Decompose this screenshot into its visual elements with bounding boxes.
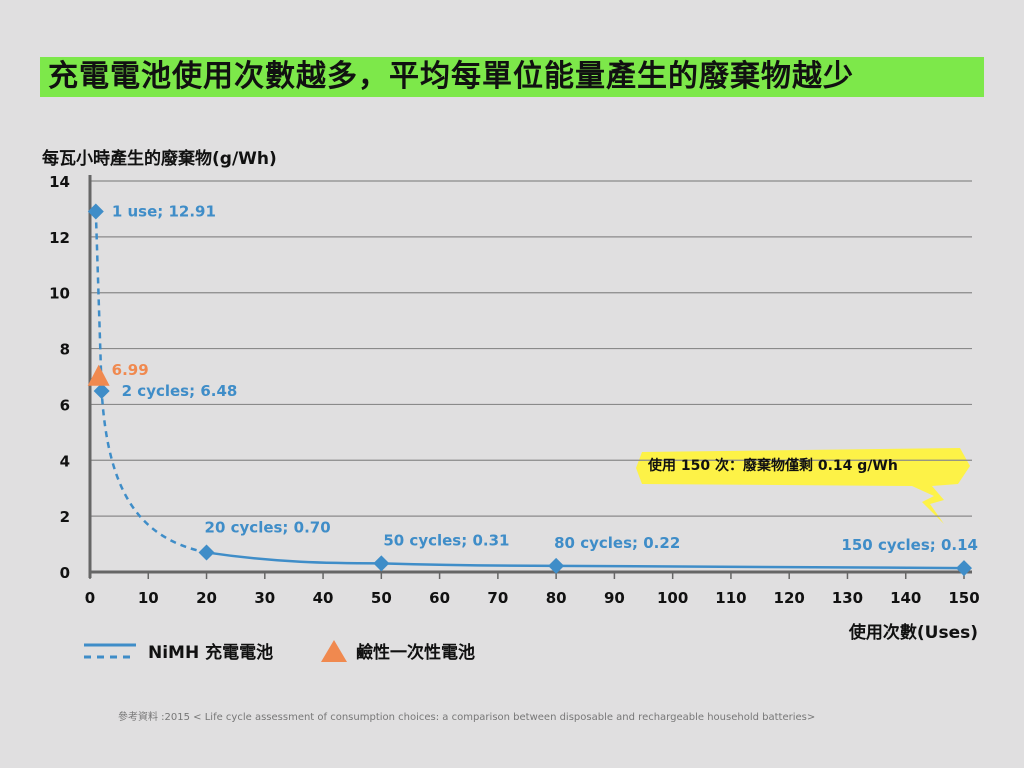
x-tick-label: 30 <box>254 589 275 607</box>
nimh-data-point <box>956 560 972 577</box>
x-tick-label: 130 <box>832 589 863 607</box>
y-tick-label: 6 <box>60 396 70 414</box>
legend-triangle-icon <box>321 639 347 662</box>
x-tick-label: 0 <box>85 589 95 607</box>
x-tick-label: 60 <box>429 589 450 607</box>
y-axis-label: 每瓦小時產生的廢棄物(g/Wh) <box>42 149 277 169</box>
y-tick-label: 10 <box>49 285 70 303</box>
nimh-data-point <box>373 555 390 572</box>
y-tick-label: 12 <box>49 229 70 247</box>
x-tick-label: 120 <box>774 589 805 607</box>
nimh-data-label: 1 use; 12.91 <box>112 202 216 220</box>
legend-item-nimh: NiMH 充電電池 <box>82 638 273 663</box>
legend-item-alkaline: 鹼性一次性電池 <box>320 638 475 663</box>
x-tick-label: 20 <box>196 589 217 607</box>
annotation-bubble <box>636 448 970 524</box>
y-tick-label: 4 <box>60 452 70 470</box>
y-tick-label: 14 <box>49 173 70 191</box>
x-tick-label: 150 <box>948 589 979 607</box>
x-tick-label: 40 <box>313 589 334 607</box>
annotation-text: 使用 150 次：廢棄物僅剩 0.14 g/Wh <box>648 458 898 474</box>
chart-title: 充電電池使用次數越多，平均每單位能量產生的廢棄物越少 <box>40 57 984 97</box>
nimh-data-point <box>198 544 215 561</box>
x-tick-label: 90 <box>604 589 625 607</box>
y-tick-label: 0 <box>60 564 70 582</box>
x-axis-label: 使用次數(Uses) <box>848 623 978 643</box>
alkaline-data-label: 6.99 <box>112 361 149 379</box>
nimh-data-label: 150 cycles; 0.14 <box>841 536 978 554</box>
x-tick-label: 80 <box>546 589 567 607</box>
y-tick-label: 2 <box>60 508 70 526</box>
x-tick-label: 110 <box>715 589 746 607</box>
nimh-data-label: 2 cycles; 6.48 <box>122 382 238 400</box>
nimh-data-label: 20 cycles; 0.70 <box>205 518 331 536</box>
nimh-data-label: 50 cycles; 0.31 <box>383 531 509 549</box>
alkaline-data-point <box>87 364 110 386</box>
legend-label: NiMH 充電電池 <box>148 643 274 663</box>
nimh-dashed-line <box>94 211 207 554</box>
nimh-data-label: 80 cycles; 0.22 <box>554 534 680 552</box>
x-tick-label: 140 <box>890 589 921 607</box>
x-tick-label: 10 <box>138 589 159 607</box>
nimh-data-point <box>87 203 104 220</box>
x-tick-label: 70 <box>487 589 508 607</box>
legend-line-icon <box>84 643 136 658</box>
nimh-solid-line <box>206 551 965 570</box>
x-tick-label: 100 <box>657 589 688 607</box>
nimh-data-point <box>548 557 565 574</box>
nimh-data-point <box>93 383 110 400</box>
x-tick-label: 50 <box>371 589 392 607</box>
source-note: 參考資料 :2015 < Life cycle assessment of co… <box>118 712 816 723</box>
y-tick-label: 8 <box>60 341 70 359</box>
legend-label: 鹼性一次性電池 <box>356 643 475 663</box>
